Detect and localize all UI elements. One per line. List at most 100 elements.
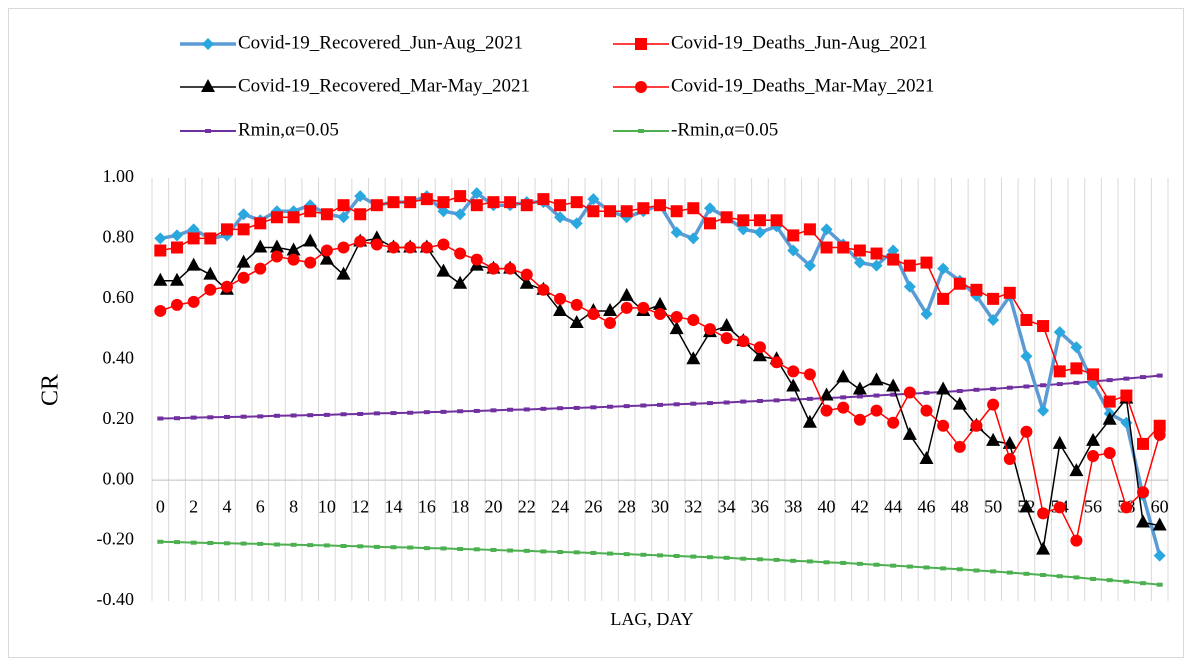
- data-point: [607, 404, 614, 409]
- data-point: [990, 386, 997, 391]
- data-point: [286, 242, 301, 256]
- data-point: [320, 208, 333, 221]
- data-point: [1073, 380, 1080, 385]
- data-point: [1023, 571, 1030, 576]
- data-point: [1087, 368, 1100, 381]
- data-point: [803, 368, 816, 381]
- x-tick-label: 24: [551, 496, 569, 516]
- data-point: [520, 268, 533, 281]
- data-point: [1123, 579, 1130, 584]
- data-point: [869, 372, 884, 386]
- data-point: [523, 407, 530, 412]
- data-point: [840, 560, 847, 565]
- data-point: [1137, 437, 1150, 450]
- data-point: [1003, 452, 1016, 465]
- series: [153, 230, 1167, 555]
- data-point: [886, 378, 901, 392]
- data-point: [454, 247, 467, 260]
- data-point: [270, 211, 283, 224]
- data-point: [952, 396, 967, 410]
- data-point: [619, 287, 634, 301]
- data-point: [870, 404, 883, 417]
- x-tick-label: 42: [851, 496, 869, 516]
- x-tick-label: 56: [1084, 496, 1102, 516]
- data-point: [1020, 350, 1033, 363]
- data-point: [1106, 578, 1113, 583]
- data-point: [1070, 362, 1083, 375]
- data-point: [237, 208, 250, 221]
- data-point: [1106, 378, 1113, 383]
- data-point: [690, 554, 697, 559]
- data-point: [223, 414, 230, 419]
- data-point: [557, 406, 564, 411]
- data-point: [204, 283, 217, 296]
- data-point: [173, 416, 180, 421]
- data-point: [887, 416, 900, 429]
- legend-label: Covid-19_Deaths_Mar-May_2021: [671, 75, 934, 96]
- data-point: [706, 555, 713, 560]
- data-point: [687, 314, 700, 327]
- data-point: [887, 244, 900, 257]
- data-point: [554, 199, 567, 212]
- data-point: [803, 223, 816, 236]
- x-tick-label: 40: [818, 496, 836, 516]
- data-point: [906, 564, 913, 569]
- data-point: [654, 307, 666, 320]
- data-point: [1053, 501, 1066, 514]
- x-tick-label: 4: [222, 496, 231, 516]
- data-point: [802, 414, 817, 428]
- data-point: [440, 546, 447, 551]
- data-point: [1037, 404, 1050, 417]
- data-point: [670, 205, 683, 218]
- y-tick-label: 0.60: [103, 287, 135, 307]
- data-point: [873, 393, 880, 398]
- data-point: [653, 296, 667, 310]
- data-point: [604, 205, 617, 218]
- y-tick-label: 0.80: [103, 227, 135, 247]
- data-point: [157, 539, 164, 544]
- data-point: [504, 196, 517, 209]
- data-point: [903, 386, 916, 399]
- data-point: [437, 205, 450, 218]
- data-point: [740, 399, 747, 404]
- data-point: [437, 238, 450, 251]
- y-tick-label: 0.40: [103, 347, 135, 367]
- data-point: [953, 440, 966, 453]
- data-point: [420, 193, 433, 206]
- data-point: [390, 411, 397, 416]
- data-point: [457, 547, 464, 552]
- data-point: [587, 205, 600, 218]
- data-point: [370, 238, 383, 251]
- data-point: [304, 205, 317, 218]
- data-point: [269, 239, 284, 253]
- data-point: [852, 381, 867, 395]
- data-point: [937, 419, 950, 432]
- data-point: [237, 271, 250, 284]
- data-point: [340, 412, 347, 417]
- data-point: [837, 401, 850, 414]
- data-point: [770, 214, 783, 227]
- data-point: [554, 211, 567, 224]
- data-point: [557, 550, 564, 555]
- data-point: [540, 549, 547, 554]
- data-point: [753, 214, 766, 227]
- data-point: [554, 292, 567, 305]
- x-tick-label: 16: [418, 496, 436, 516]
- data-point: [354, 235, 367, 248]
- data-point: [290, 542, 297, 547]
- data-point: [440, 409, 447, 414]
- data-point: [287, 253, 300, 266]
- data-point: [537, 283, 550, 296]
- data-point: [657, 553, 663, 558]
- data-point: [673, 553, 680, 558]
- data-point: [473, 408, 480, 413]
- data-point: [154, 232, 167, 245]
- data-point: [787, 244, 800, 257]
- legend-marker: [635, 38, 647, 50]
- x-tick-label: 50: [984, 496, 1002, 516]
- data-point: [387, 196, 400, 209]
- data-point: [473, 547, 480, 552]
- data-point: [806, 396, 813, 401]
- data-point: [703, 323, 716, 336]
- data-point: [640, 552, 647, 557]
